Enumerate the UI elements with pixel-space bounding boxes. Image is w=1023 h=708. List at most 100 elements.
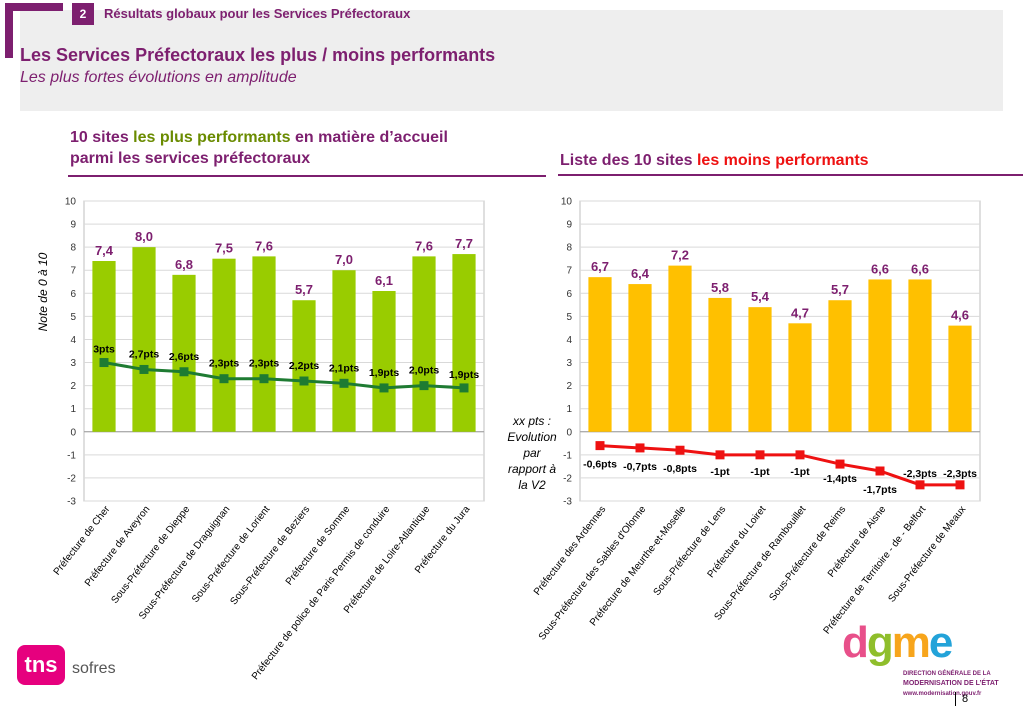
chart2-evolution-marker bbox=[635, 443, 645, 453]
chart1-category-label: Préfecture de Loire-Atlantique bbox=[342, 504, 433, 616]
chart1-bar-label: 7,4 bbox=[95, 243, 114, 258]
chart1-bar bbox=[332, 270, 356, 432]
chart2-bar-label: 4,6 bbox=[951, 308, 969, 323]
chart2-evolution-marker bbox=[835, 459, 845, 469]
chart1-evolution-line bbox=[103, 361, 465, 390]
right-chart-title: Liste des 10 sites les moins performants bbox=[560, 150, 1000, 171]
chart1-evolution-label: 1,9pts bbox=[449, 369, 480, 381]
chart2-ytick-label: 4 bbox=[566, 335, 572, 346]
chart1-ytick-label: -3 bbox=[67, 497, 76, 508]
chart2-ytick-label: -2 bbox=[563, 473, 572, 484]
chart1-evolution-label: 2,3pts bbox=[209, 358, 240, 370]
left-title-part3: en matière d’accueil bbox=[290, 129, 448, 146]
chart1-bar bbox=[252, 256, 276, 432]
section-title: Résultats globaux pour les Services Préf… bbox=[104, 6, 411, 21]
chart1-category-label: Préfecture de police de Paris Permis de … bbox=[250, 504, 393, 682]
chart1-evolution-label: 2,1pts bbox=[329, 362, 360, 374]
chart1-bar-label: 5,7 bbox=[295, 282, 313, 297]
chart2-evolution-marker bbox=[755, 450, 765, 460]
chart1-evolution-label: 2,0pts bbox=[409, 365, 440, 377]
left-title-line2: parmi les services préfectoraux bbox=[70, 150, 311, 167]
left-title-underline bbox=[68, 175, 546, 177]
chart1-ytick-label: -1 bbox=[67, 450, 76, 461]
chart2-evolution-label: -1,7pts bbox=[863, 484, 897, 496]
chart2-bar bbox=[908, 279, 932, 432]
chart1-bar bbox=[452, 254, 476, 432]
chart1-ytick-label: 3 bbox=[70, 358, 76, 369]
chart2-ytick-label: 10 bbox=[561, 197, 573, 208]
chart1-category-label: Sous-Préfecture de Beziers bbox=[228, 504, 312, 607]
chart1-ytick-label: 8 bbox=[70, 243, 76, 254]
chart2-evolution-marker bbox=[955, 480, 965, 490]
chart2-ytick-label: 3 bbox=[566, 358, 572, 369]
left-title-highlight: les plus performants bbox=[133, 129, 291, 146]
chart1-evolution-marker bbox=[299, 376, 309, 386]
chart1-ytick-label: 0 bbox=[70, 427, 76, 438]
chart2-evolution-label: -0,7pts bbox=[623, 461, 657, 473]
chart1-bar-label: 7,5 bbox=[215, 241, 233, 256]
page-subtitle: Les plus fortes évolutions en amplitude bbox=[20, 69, 297, 86]
chart2-ytick-label: 0 bbox=[566, 427, 572, 438]
chart2-evolution-marker bbox=[595, 441, 605, 451]
chart2-bar-label: 6,6 bbox=[911, 261, 929, 276]
chart2-bar-label: 4,7 bbox=[791, 305, 809, 320]
chart2-bar-label: 6,7 bbox=[591, 259, 609, 274]
chart1-bar bbox=[172, 274, 196, 432]
chart1-bar bbox=[132, 247, 156, 432]
chart1-bar-label: 6,8 bbox=[175, 257, 193, 272]
chart2-evolution-label: -2,3pts bbox=[903, 468, 937, 480]
chart1-evolution-marker bbox=[99, 358, 109, 368]
chart2-bar bbox=[588, 277, 612, 432]
section-number: 2 bbox=[72, 3, 94, 25]
chart1-evolution-marker bbox=[219, 374, 229, 384]
chart2-ytick-label: 6 bbox=[566, 289, 572, 300]
chart2-evolution-marker bbox=[795, 450, 805, 460]
chart2-bar bbox=[788, 323, 812, 432]
chart1-bar-label: 7,6 bbox=[415, 238, 433, 253]
chart1-ytick-label: 7 bbox=[70, 266, 76, 277]
page-title: Les Services Préfectoraux les plus / moi… bbox=[20, 45, 496, 65]
chart2-bar bbox=[628, 284, 652, 432]
left-chart-title: 10 sites les plus performants en matière… bbox=[70, 127, 540, 169]
dgme-line2: MODERNISATION DE L’ÉTAT bbox=[903, 680, 999, 687]
chart2-bar bbox=[948, 325, 972, 432]
chart2-bar bbox=[868, 279, 892, 432]
right-title-underline bbox=[558, 174, 1023, 176]
chart1-evolution-label: 2,7pts bbox=[129, 348, 160, 360]
dgme-line3: www.modernisation.gouv.fr bbox=[903, 691, 982, 697]
chart2-evolution-marker bbox=[875, 466, 885, 476]
chart1-evolution-marker bbox=[179, 367, 189, 377]
left-title-part1: 10 sites bbox=[70, 129, 134, 146]
chart2-evolution-marker bbox=[675, 445, 685, 455]
chart1-evolution-marker bbox=[259, 374, 269, 384]
chart2-bar-label: 5,4 bbox=[751, 289, 770, 304]
chart2-evolution-line bbox=[599, 444, 960, 487]
chart1-ytick-label: 2 bbox=[70, 381, 76, 392]
chart2-ytick-label: 2 bbox=[566, 381, 572, 392]
chart1-bar bbox=[292, 300, 316, 432]
chart2-evolution-marker bbox=[915, 480, 925, 490]
page-separator bbox=[955, 692, 956, 706]
chart1-ytick-label: 9 bbox=[70, 220, 76, 231]
chart1-bar-label: 7,7 bbox=[455, 236, 473, 251]
chart1-ytick-label: 4 bbox=[70, 335, 76, 346]
chart2-bar bbox=[828, 300, 852, 432]
chart2-bar-label: 6,4 bbox=[631, 266, 650, 281]
chart2-bar-label: 5,8 bbox=[711, 280, 729, 295]
tns-logo: tns bbox=[17, 645, 65, 685]
chart2-evolution-label: -2,3pts bbox=[943, 468, 977, 480]
chart1-evolution-marker bbox=[419, 381, 429, 391]
dgme-logo: dgme bbox=[842, 618, 953, 667]
chart1-evolution-marker bbox=[339, 378, 349, 388]
chart1-ytick-label: 10 bbox=[65, 197, 77, 208]
header-bracket bbox=[5, 3, 13, 58]
chart1-ytick-label: 1 bbox=[70, 404, 76, 415]
chart1-evolution-marker bbox=[379, 383, 389, 393]
chart2-category-label: Sous-Préfecture de Meaux bbox=[886, 504, 968, 605]
chart2-ytick-label: 9 bbox=[566, 220, 572, 231]
chart2-evolution-label: -0,8pts bbox=[663, 463, 697, 475]
chart1-evolution-label: 2,6pts bbox=[169, 351, 200, 363]
chart2-ytick-label: 8 bbox=[566, 243, 572, 254]
chart1-bar-label: 7,6 bbox=[255, 238, 273, 253]
evolution-note: xx pts : Evolution par rapport à la V2 bbox=[507, 414, 557, 492]
